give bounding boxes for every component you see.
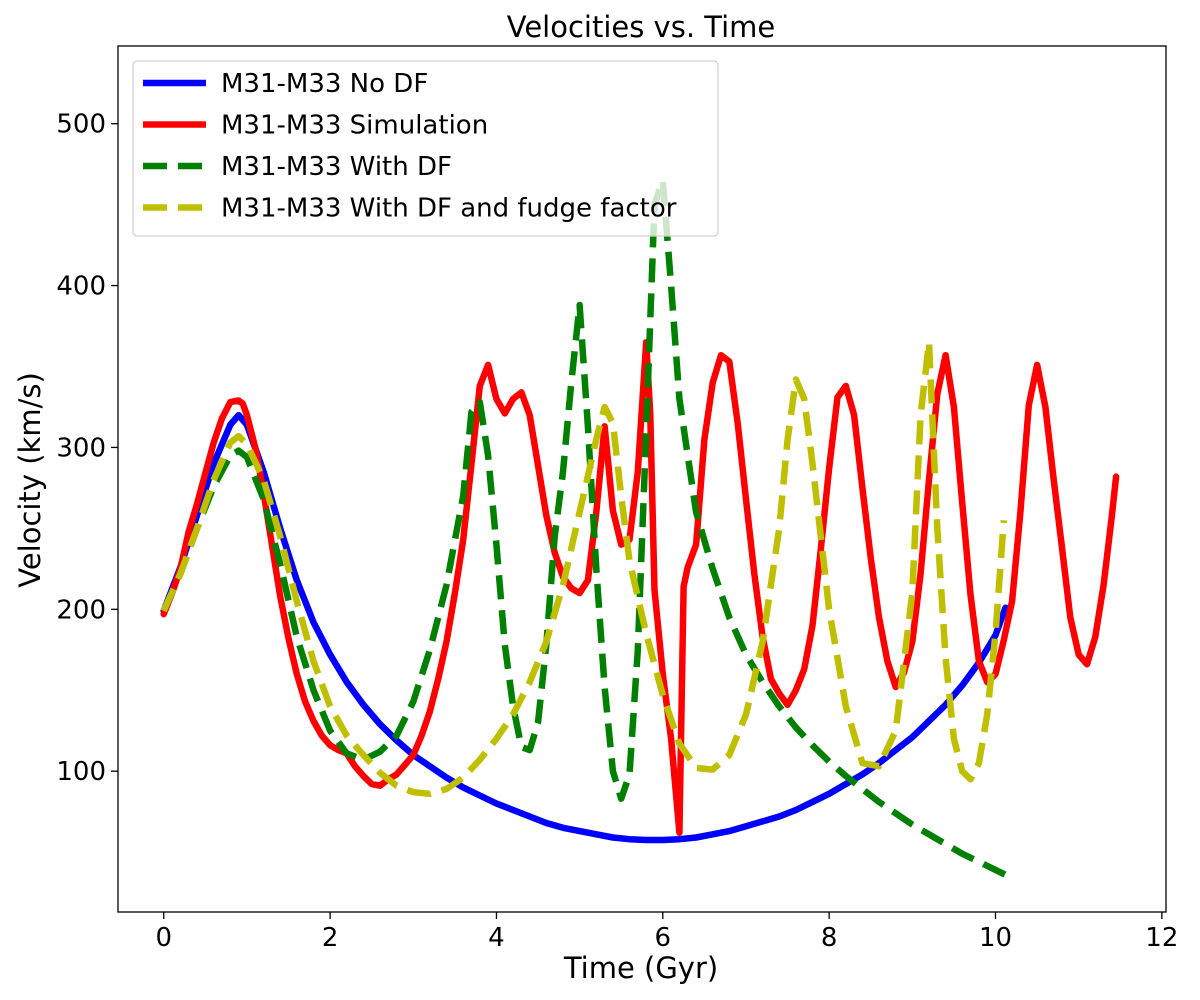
legend-label-m31-m33-with-df-and-fudge-factor: M31-M33 With DF and fudge factor bbox=[221, 194, 677, 224]
axis-ticks: 0 2 4 6 8 10 12 100 200 300 400 500 bbox=[56, 110, 1178, 953]
legend-label-m31-m33-no-df: M31-M33 No DF bbox=[221, 69, 428, 99]
x-tick-label: 0 bbox=[155, 923, 172, 953]
legend-label-m31-m33-with-df: M31-M33 With DF bbox=[221, 152, 452, 182]
plot-area bbox=[160, 177, 1120, 878]
legend: M31-M33 No DF M31-M33 Simulation M31-M33 W… bbox=[132, 60, 719, 237]
legend-label-m31-m33-simulation: M31-M33 Simulation bbox=[221, 111, 488, 141]
x-axis-label: Time (Gyr) bbox=[563, 951, 718, 985]
y-tick-label: 500 bbox=[56, 110, 106, 140]
series-line-m31-m33-with-df bbox=[160, 177, 1007, 878]
chart-title: Velocities vs. Time bbox=[507, 10, 776, 44]
y-axis-label: Velocity (km/s) bbox=[13, 372, 47, 588]
y-tick-label: 400 bbox=[56, 272, 106, 302]
y-tick-label: 200 bbox=[56, 595, 106, 625]
y-tick-label: 300 bbox=[56, 433, 106, 463]
plot-frame bbox=[117, 45, 1167, 913]
x-tick-label: 2 bbox=[322, 923, 339, 953]
x-tick-label: 8 bbox=[821, 923, 838, 953]
series-line-m31-m33-simulation bbox=[160, 338, 1120, 836]
series-line-m31-m33-with-df-and-fudge-factor bbox=[160, 338, 1008, 798]
x-tick-label: 6 bbox=[655, 923, 672, 953]
x-tick-label: 12 bbox=[1145, 923, 1178, 953]
series-line-m31-m33-no-df bbox=[160, 411, 1009, 844]
legend-box bbox=[132, 60, 719, 237]
x-tick-label: 10 bbox=[979, 923, 1012, 953]
x-tick-label: 4 bbox=[488, 923, 505, 953]
y-tick-label: 100 bbox=[56, 757, 106, 787]
